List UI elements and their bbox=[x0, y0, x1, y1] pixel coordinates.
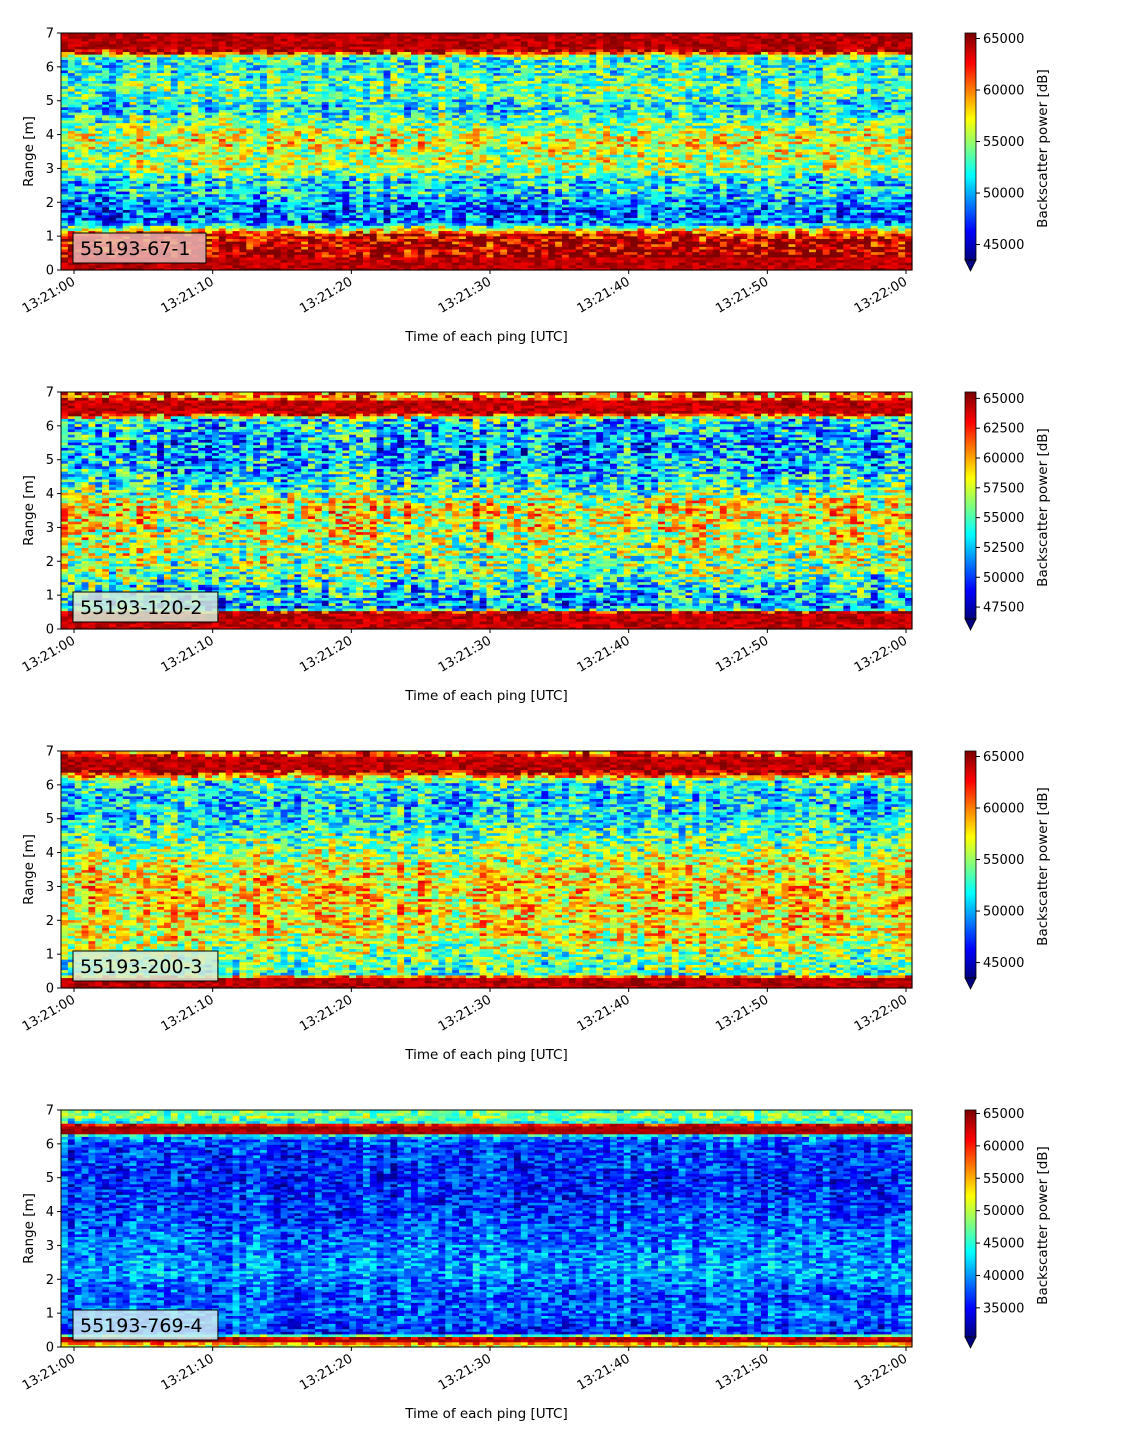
chart-panel-1: 01234567Range [m]13:21:00 13:21:10 13:21:2… bbox=[20, 27, 1051, 346]
